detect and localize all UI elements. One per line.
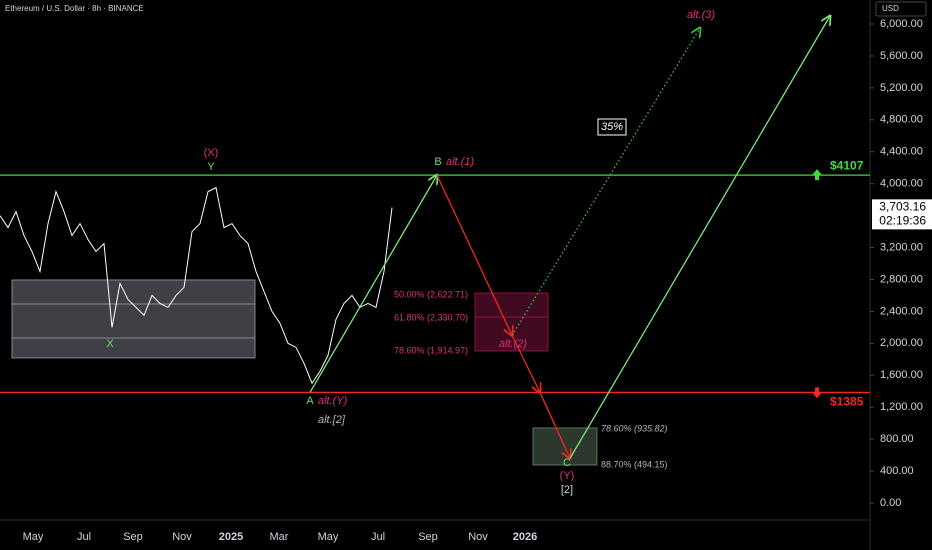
annotation: alt.(1) — [446, 156, 474, 168]
annotation: alt.(2) — [499, 338, 527, 350]
x-tick-label: Jul — [77, 531, 91, 543]
x-tick-label: Nov — [468, 531, 488, 543]
x-tick-label: Jul — [371, 531, 385, 543]
x-tick-label: 2025 — [219, 531, 243, 543]
price-tag — [872, 199, 932, 230]
y-tick-label: 5,200.00 — [880, 82, 923, 94]
projection — [569, 16, 830, 459]
x-tick-label: May — [23, 531, 44, 543]
annotation: alt.(3) — [687, 9, 715, 21]
annotation: X — [106, 338, 114, 350]
y-tick-label: 1,600.00 — [880, 369, 923, 381]
currency: USD — [882, 4, 899, 13]
y-tick-label: 400.00 — [880, 465, 914, 477]
zone — [474, 292, 549, 352]
projection — [511, 335, 540, 392]
y-tick-label: 2,000.00 — [880, 337, 923, 349]
annotation: B — [434, 156, 441, 168]
annotation: A — [306, 395, 314, 407]
y-tick-label: 3,200.00 — [880, 241, 923, 253]
annotation: 78.60% (935.82) — [601, 423, 668, 433]
y-tick-label: 800.00 — [880, 433, 914, 445]
annotation: 78.60% (1,914.97) — [394, 345, 468, 355]
annotation: (X) — [204, 147, 219, 159]
annotation: [2] — [561, 484, 573, 496]
y-tick-label: 6,000.00 — [880, 18, 923, 30]
x-tick-label: Sep — [418, 531, 438, 543]
y-tick-label: 2,800.00 — [880, 273, 923, 285]
annotation: (Y) — [560, 470, 575, 482]
level-label: $4107 — [830, 158, 864, 172]
x-tick-label: Nov — [172, 531, 192, 543]
y-tick-label: 4,400.00 — [880, 146, 923, 158]
annotation: Y — [207, 161, 215, 173]
projection — [539, 392, 570, 458]
price-line — [0, 186, 393, 385]
annotation: 50.00% (2,622.71) — [394, 289, 468, 299]
y-tick-label: 0.00 — [880, 497, 901, 509]
annotation: C — [563, 457, 571, 469]
y-tick-label: 5,600.00 — [880, 50, 923, 62]
y-tick-label: 4,800.00 — [880, 114, 923, 126]
projection — [309, 175, 437, 393]
y-tick-label: 4,000.00 — [880, 178, 923, 190]
annotation: 88.70% (494.15) — [601, 459, 668, 469]
chart-title: Ethereum / U.S. Dollar · 8h · BINANCE — [5, 4, 144, 13]
zone — [11, 279, 256, 359]
level-arrow — [812, 387, 822, 399]
annotation-box — [597, 118, 627, 136]
annotation: alt.[2] — [318, 414, 346, 426]
x-tick-label: May — [318, 531, 339, 543]
level-label: $1385 — [830, 395, 864, 409]
annotation: alt.(Y) — [318, 395, 348, 407]
x-tick-label: Sep — [123, 531, 143, 543]
countdown: 02:19:36 — [879, 214, 926, 228]
currency-box — [875, 1, 927, 17]
x-tick-label: Mar — [270, 531, 289, 543]
price-tag-label: 3,703.16 — [879, 200, 926, 214]
x-tick-label: 2026 — [513, 531, 537, 543]
projection — [511, 28, 700, 336]
annotation: 61.80% (2,330.70) — [394, 312, 468, 322]
y-tick-label: 1,200.00 — [880, 401, 923, 413]
level-arrow — [812, 169, 822, 181]
y-tick-label: 2,400.00 — [880, 305, 923, 317]
annotation: 35% — [601, 121, 623, 133]
projection — [436, 174, 512, 335]
